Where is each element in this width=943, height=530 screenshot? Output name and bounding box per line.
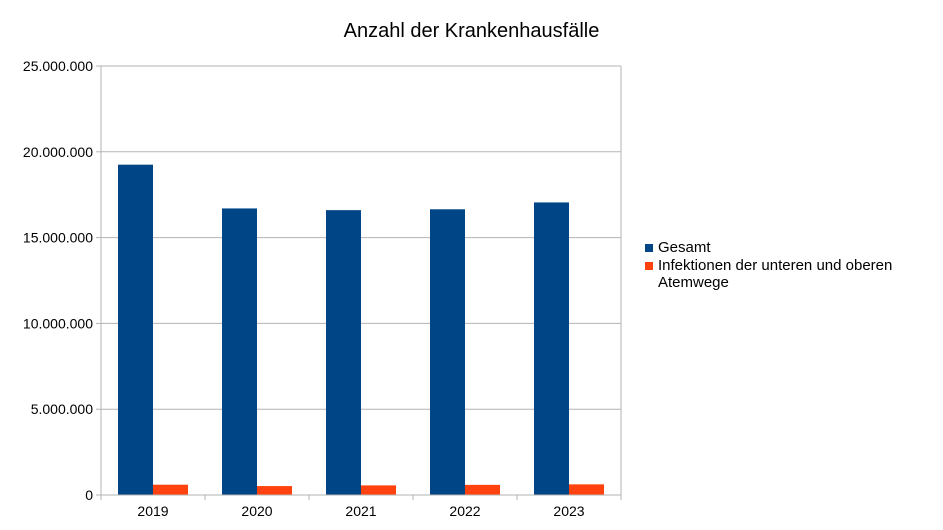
x-tick-label: 2021	[345, 503, 376, 519]
bar-atemwege-2023	[569, 484, 604, 495]
legend-item-atemwege: Infektionen der unteren und oberen Atemw…	[645, 257, 935, 291]
bar-gesamt-2023	[534, 202, 569, 495]
bar-atemwege-2020	[257, 486, 292, 495]
legend-label-atemwege: Infektionen der unteren und oberen Atemw…	[658, 257, 893, 291]
bar-gesamt-2020	[222, 208, 257, 496]
y-tick-label: 5.000.000	[31, 401, 93, 417]
y-tick-label: 10.000.000	[23, 315, 93, 331]
legend-label-gesamt: Gesamt	[658, 239, 711, 256]
y-tick-label: 0	[85, 487, 93, 503]
bar-gesamt-2022	[430, 209, 465, 495]
legend-item-gesamt: Gesamt	[645, 239, 935, 256]
bar-atemwege-2019	[153, 484, 188, 495]
y-tick-label: 15.000.000	[23, 230, 93, 246]
x-tick-label: 2022	[449, 503, 480, 519]
x-tick-label: 2019	[137, 503, 168, 519]
bar-gesamt-2019	[118, 164, 153, 496]
x-tick-label: 2020	[241, 503, 272, 519]
y-tick-label: 25.000.000	[23, 58, 93, 74]
x-tick-label: 2023	[553, 503, 584, 519]
legend-swatch-gesamt	[645, 244, 653, 252]
bar-atemwege-2022	[465, 484, 500, 495]
chart-title: Anzahl der Krankenhausfälle	[343, 20, 600, 42]
y-tick-label: 20.000.000	[23, 144, 93, 160]
legend: Gesamt Infektionen der unteren und obere…	[645, 239, 935, 292]
legend-swatch-atemwege	[645, 262, 653, 270]
bar-atemwege-2021	[361, 485, 396, 495]
bar-gesamt-2021	[326, 210, 361, 496]
